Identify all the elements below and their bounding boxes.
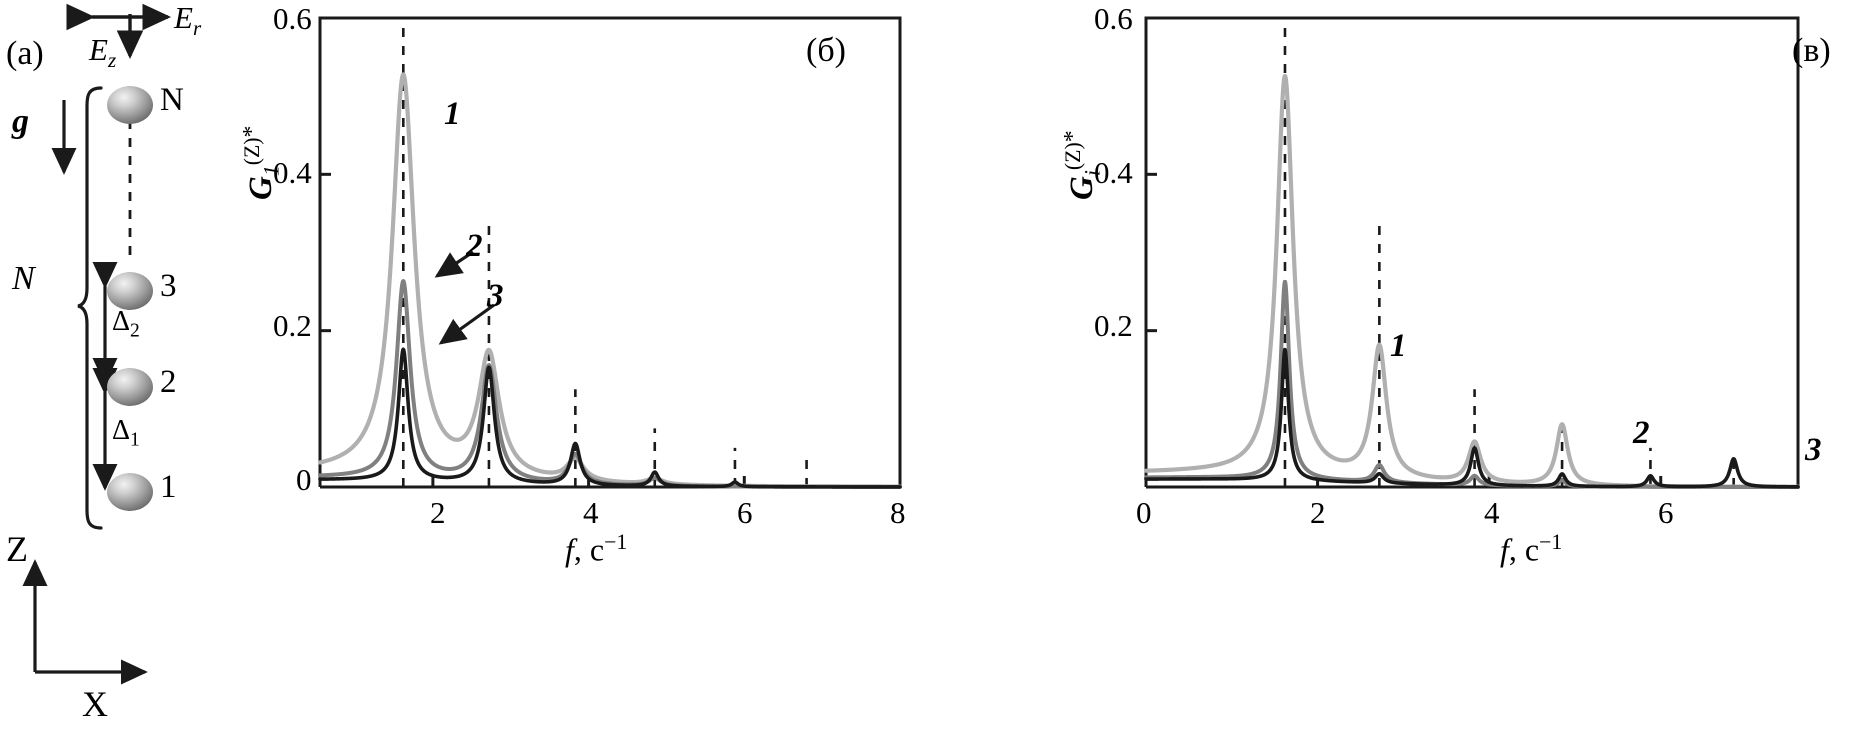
particle-label-1: 1 [160,469,177,505]
panel-v-xtick-2: 2 [1310,495,1326,530]
ez-label: Ez [89,32,117,73]
panel-v-xtick-0: 0 [1136,495,1152,530]
panel-v-ytick-0_6: 0.6 [1094,1,1133,36]
particle-3 [107,272,153,310]
er-label: Er [174,0,202,41]
axis-label-x: X [82,684,108,724]
axis-label-z: Z [6,529,28,569]
panel-b-plot [317,16,903,489]
panel-b-xtick-8: 8 [890,495,906,530]
panel-v-ytick-0_2: 0.2 [1094,308,1133,343]
particle-label-3: 3 [160,268,177,304]
panel-a-schematic [22,3,172,685]
panel-v-curve-label-1: 1 [1390,328,1407,364]
particle-label-N: N [160,82,184,118]
panel-v-plot [1143,16,1801,489]
panel-v-curve-label-2: 2 [1633,415,1650,451]
panel-a-tag: (a) [6,35,44,72]
n-brace [77,86,103,530]
panel-b-curve-label-3: 3 [487,278,504,314]
panel-v-xtick-4: 4 [1484,495,1500,530]
panel-b-ytick-0_4: 0.4 [273,155,312,190]
panel-b-xtick-6: 6 [737,495,753,530]
panel-b-ytick-0: 0 [296,462,312,497]
delta1-label: Δ1 [112,415,140,451]
chain-count-label: N [12,260,35,297]
particle-1 [107,473,153,511]
panel-b-curve-label-2: 2 [466,228,483,264]
panel-v-ylabel: Gi(Z)* [1060,130,1105,200]
panel-v-xtick-6: 6 [1658,495,1674,530]
panel-b-xtick-4: 4 [583,495,599,530]
panel-v-ytick-0_4: 0.4 [1094,155,1133,190]
panel-b-ytick-0_2: 0.2 [273,308,312,343]
panel-b-ylabel: G1(Z)* [239,125,284,200]
particle-label-2: 2 [160,364,177,400]
panel-b-tag: (б) [806,32,846,69]
zx-axes [22,559,148,685]
particle-2 [107,368,153,406]
panel-b-xlabel: f, c−1 [565,530,628,568]
panel-b-xtick-2: 2 [430,495,446,530]
panel-v-xlabel: f, c−1 [1500,530,1563,568]
particle-N [107,86,153,124]
panel-b-ytick-0_6: 0.6 [273,1,312,36]
panel-v-tag: (в) [1792,32,1831,69]
panel-v-curve-label-3: 3 [1805,432,1822,468]
gravity-label: g [12,103,29,140]
delta2-label: Δ2 [112,306,140,342]
panel-b-curve-label-1: 1 [444,96,461,132]
